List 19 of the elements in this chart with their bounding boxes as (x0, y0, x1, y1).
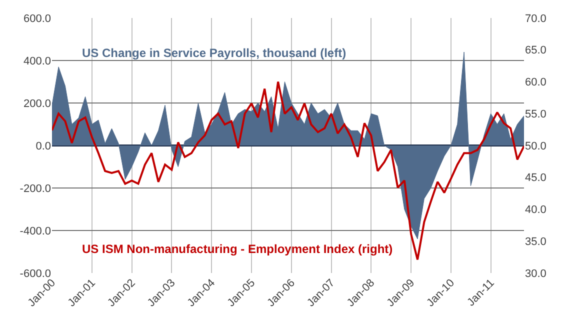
y2-tick-label: 55.0 (525, 108, 546, 120)
y-tick-label: 400.0 (23, 55, 51, 68)
series-label: US ISM Non-manufacturing - Employment Index (right) (82, 242, 393, 256)
y-tick-label: -600.0 (20, 268, 51, 280)
line-series (52, 80, 524, 261)
y-tick-label: 200.0 (23, 98, 51, 110)
y-tick-label: -400.0 (20, 225, 51, 238)
y2-tick-label: 30.0 (525, 268, 546, 280)
y2-tick-label: 35.0 (525, 236, 546, 248)
y2-tick-label: 60.0 (525, 76, 546, 89)
y2-tick-label: 40.0 (525, 204, 546, 216)
text: US Change in Service Payrolls, thousand (left) (82, 46, 346, 60)
y2-tick-label: 50.0 (525, 140, 546, 152)
y2-tick-label: 45.0 (525, 172, 546, 184)
y-tick-label: 0.0 (36, 140, 51, 152)
y-tick-label: -200.0 (20, 182, 51, 195)
y-tick-label: 600.0 (23, 12, 51, 25)
y2-tick-label: 70.0 (525, 12, 546, 25)
y2-tick-label: 65.0 (525, 44, 546, 57)
